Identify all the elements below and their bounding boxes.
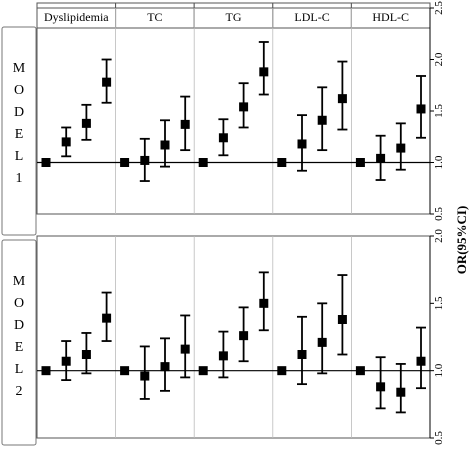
data-point [61,137,71,147]
data-point [277,158,287,167]
data-point [355,366,365,376]
data-point [376,153,386,163]
data-point [416,104,426,114]
group-header-label: TG [226,10,242,24]
data-point [337,94,347,104]
y-tick-label: 1.0 [433,155,445,169]
data-point [120,366,130,376]
data-point [259,298,269,308]
data-point [337,314,347,324]
group-header-label: Dyslipidemia [44,10,109,24]
group-header-label: LDL-C [294,10,329,24]
y-tick-label: 2.0 [433,52,445,66]
data-point [198,366,208,376]
data-point [81,350,91,360]
data-point [160,140,170,150]
group-header-box [350,2,431,29]
data-point [102,313,112,323]
data-point [81,118,91,128]
data-point [140,155,150,165]
y-tick-label: 0.5 [433,207,445,221]
data-point [277,366,287,376]
model-label-box [1,26,37,236]
data-point [396,387,406,397]
data-point [259,67,269,77]
group-header-box [193,2,274,29]
data-point [218,133,228,143]
data-point [41,366,51,376]
y-tick-label: 0.5 [433,431,445,445]
data-point [160,362,170,372]
panel: 0.5 1.0 1.5 2.0 2.5 [36,1,445,221]
data-point [317,115,327,125]
model-label-box [1,239,37,446]
panel: 0.5 1.0 1.5 2.0 [36,229,445,445]
data-point [218,351,228,361]
data-point [61,356,71,366]
y-tick-label: 1.5 [433,296,445,310]
group-header-label: HDL-C [372,10,409,24]
data-point [416,356,426,366]
plot-panels: 0.5 1.0 1.5 2.0 2.5 0.5 1.0 1.5 2.0 [36,1,445,445]
data-point [140,371,150,381]
model-label-boxes: M O D E L 1 M O D E L 2 [1,26,37,446]
panel-frame [36,235,431,439]
data-point [180,119,190,129]
y-tick-label: 1.5 [433,104,445,118]
y-tick-label: 2.0 [433,229,445,243]
data-point [198,158,208,167]
y-tick-label: 2.5 [433,1,445,15]
data-point [41,158,51,167]
y-axis-title: OR(95%CI) [454,206,469,275]
group-header-strip: Dyslipidemia TC TG LDL-C HDL-C [36,2,431,29]
data-point [317,337,327,347]
data-point [297,139,307,149]
data-point [239,331,249,341]
data-point [297,350,307,360]
data-point [180,344,190,354]
data-point [396,143,406,153]
y-tick-label: 1.0 [433,363,445,377]
data-point [355,158,365,167]
panel-frame [36,7,431,215]
data-point [239,102,249,112]
data-point [120,158,130,167]
group-header-box [115,2,195,29]
data-point [102,77,112,87]
group-header-label: TC [147,10,162,24]
data-point [376,382,386,392]
